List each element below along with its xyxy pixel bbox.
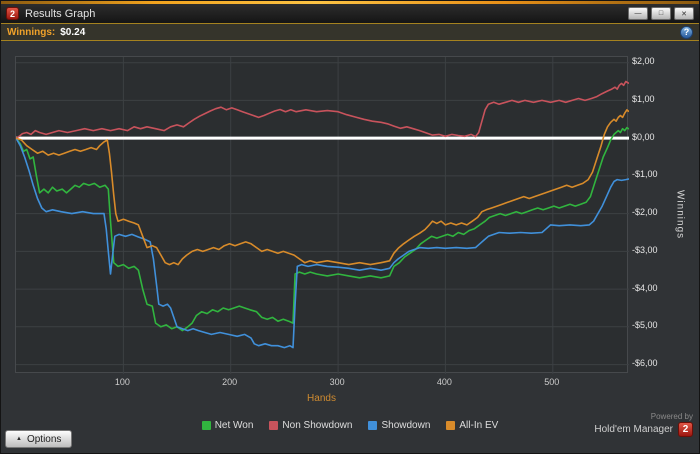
winnings-bar: Winnings: $0.24 ? [1, 23, 699, 41]
y-tick-label: $1,00 [632, 93, 655, 104]
window-top-accent [1, 1, 699, 4]
legend-swatch [201, 421, 211, 430]
legend-label: All-In EV [459, 420, 499, 431]
y-tick-label: $0,00 [632, 131, 655, 142]
x-tick-label: 200 [222, 377, 238, 387]
winnings-value: $0.24 [60, 26, 86, 38]
y-tick-label: $2,00 [632, 56, 655, 67]
brand-row: Hold'em Manager 2 [594, 422, 693, 437]
legend-label: Showdown [381, 420, 431, 431]
minimize-button[interactable]: — [628, 7, 648, 20]
options-button-label: Options [26, 433, 62, 445]
options-button[interactable]: ▲ Options [5, 430, 73, 448]
x-tick-label: 300 [329, 377, 345, 387]
y-tick-label: -$2,00 [632, 207, 658, 218]
legend-item-non-showdown[interactable]: Non Showdown [269, 420, 352, 431]
help-icon[interactable]: ? [680, 25, 693, 39]
hm2-logo-icon: 2 [6, 7, 19, 20]
y-axis-title: Winnings [674, 189, 686, 240]
x-axis-labels: 100 200 300 400 500 [15, 377, 628, 389]
series-line-non-showdown [16, 80, 629, 139]
series-line-showdown [16, 137, 629, 349]
legend-item-showdown[interactable]: Showdown [368, 420, 430, 431]
winnings-label: Winnings: [7, 26, 56, 38]
powered-by-text: Powered by [650, 412, 693, 421]
chart-area: $2,00 $1,00 $0,00 -$1,00 -$2,00 -$3,00 -$4,00 -… [1, 41, 699, 453]
window-title: Results Graph [25, 7, 96, 20]
series-line-net-won [16, 126, 629, 332]
legend-swatch [368, 421, 378, 430]
x-tick-label: 500 [544, 377, 560, 387]
plot-area [15, 56, 629, 374]
x-axis-title: Hands [307, 393, 336, 404]
chart-legend: Net Won Non Showdown Showdown All-In EV [1, 420, 699, 431]
y-tick-label: -$6,00 [632, 358, 658, 369]
y-axis-labels: $2,00 $1,00 $0,00 -$1,00 -$2,00 -$3,00 -$4,00 -… [632, 56, 668, 373]
window-controls: — □ ✕ [628, 7, 694, 20]
legend-item-net-won[interactable]: Net Won [201, 420, 254, 431]
powered-by-block: Powered by Hold'em Manager 2 [594, 412, 693, 437]
results-graph-svg [16, 57, 629, 374]
legend-label: Non Showdown [282, 420, 353, 431]
hm2-brand-logo-icon: 2 [678, 422, 693, 437]
series-line-all-in-ev [16, 108, 629, 266]
y-tick-label: -$5,00 [632, 320, 658, 331]
caret-up-icon: ▲ [16, 436, 22, 442]
close-button[interactable]: ✕ [674, 7, 694, 20]
legend-item-all-in-ev[interactable]: All-In EV [446, 420, 498, 431]
titlebar: 2 Results Graph — □ ✕ [1, 4, 699, 23]
y-tick-label: -$1,00 [632, 169, 658, 180]
legend-swatch [446, 421, 456, 430]
y-tick-label: -$4,00 [632, 282, 658, 293]
x-tick-label: 100 [114, 377, 130, 387]
maximize-button[interactable]: □ [651, 7, 671, 20]
legend-label: Net Won [214, 420, 254, 431]
legend-swatch [269, 421, 279, 430]
brand-name: Hold'em Manager [594, 424, 673, 435]
x-tick-label: 400 [436, 377, 452, 387]
y-tick-label: -$3,00 [632, 244, 658, 255]
